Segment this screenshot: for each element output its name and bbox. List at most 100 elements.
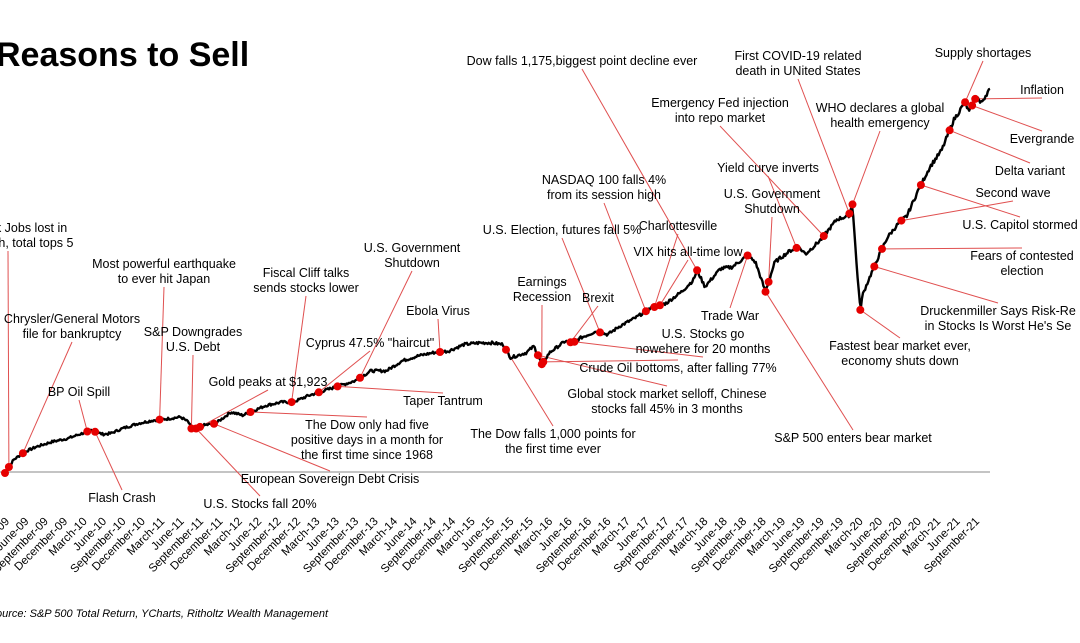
event-marker <box>91 427 100 436</box>
event-marker <box>961 98 970 107</box>
event-label: Global stock market selloff, Chinese stoc… <box>567 387 766 416</box>
event-marker <box>897 216 906 225</box>
leader-line <box>543 359 679 363</box>
event-label: BP Oil Spill <box>48 385 110 399</box>
event-marker <box>570 337 579 346</box>
leader-line <box>574 341 704 358</box>
event-label: S&P 500 enters bear market <box>774 431 932 445</box>
leader-line <box>765 291 854 431</box>
event-label: Most powerful earthquake to ever hit Japa… <box>92 257 236 286</box>
leader-line <box>291 295 307 403</box>
event-label: 3k Jobs lost inrch, total tops 5 <box>0 221 74 250</box>
event-label: Charlottesville <box>639 219 718 233</box>
leader-line <box>199 389 269 428</box>
event-marker <box>845 209 854 218</box>
event-marker <box>539 357 548 366</box>
event-marker <box>856 305 865 314</box>
leader-line <box>901 200 1014 222</box>
leader-line <box>318 350 371 393</box>
event-label: The Dow falls 1,000 points for the first … <box>470 427 635 456</box>
leader-line <box>653 233 679 308</box>
event-label: Second wave <box>975 186 1050 200</box>
leader-line <box>797 78 850 214</box>
leader-line <box>7 250 10 468</box>
event-marker <box>764 277 773 286</box>
leader-line <box>768 216 773 282</box>
event-label: Trade War <box>701 309 759 323</box>
leader-line <box>874 266 999 304</box>
leader-line <box>767 175 798 249</box>
event-marker <box>287 398 296 407</box>
leader-line <box>949 129 1031 164</box>
event-marker <box>436 348 444 356</box>
event-label: S&P Downgrades U.S. Debt <box>144 325 242 354</box>
event-label: U.S. Government Shutdown <box>724 187 821 216</box>
leader-line <box>250 411 368 418</box>
leader-line <box>537 354 668 387</box>
event-marker <box>4 463 13 471</box>
leader-line <box>22 341 73 454</box>
event-label: European Sovereign Debt Crisis <box>241 472 420 486</box>
event-label: Fiscal Cliff talks sends stocks lower <box>253 266 359 295</box>
leader-line <box>213 423 331 472</box>
event-label: Emergency Fed injection into repo market <box>651 96 789 125</box>
event-marker <box>1 469 9 477</box>
leader-line <box>971 105 1043 132</box>
event-marker <box>18 449 27 458</box>
x-axis-ticks: 09June-09September-09December-09March-10… <box>0 515 982 575</box>
event-label: NASDAQ 100 falls 4% from its session high <box>542 173 666 202</box>
event-marker <box>819 232 828 240</box>
event-labels: 3k Jobs lost inrch, total tops 5 Chrysler… <box>0 46 1078 511</box>
leader-line <box>359 270 413 379</box>
leader-line <box>920 184 1021 218</box>
leader-line <box>964 60 984 103</box>
leader-line <box>505 349 554 427</box>
event-marker <box>83 427 92 436</box>
leader-line <box>561 237 601 333</box>
leader-line <box>719 125 825 237</box>
event-marker <box>945 126 954 135</box>
event-label: Ebola Virus <box>406 304 470 318</box>
sp500-total-return-line <box>3 87 991 474</box>
event-marker <box>246 408 255 416</box>
leader-line <box>975 97 1043 100</box>
event-marker <box>641 307 650 316</box>
event-marker <box>971 94 980 103</box>
leader-lines <box>7 60 1043 497</box>
price-line-layer <box>3 87 991 474</box>
event-marker <box>848 200 857 209</box>
event-marker <box>792 243 801 252</box>
event-marker <box>356 373 364 382</box>
event-marker <box>155 415 164 424</box>
leader-line <box>860 309 901 339</box>
event-label: Brexit <box>582 291 614 305</box>
event-label: Evergrande <box>1010 132 1075 146</box>
event-label: Chrysler/General Motors file for bankrupt… <box>4 312 140 341</box>
leader-line <box>659 259 689 306</box>
chart-title: Reasons to Sell <box>0 36 249 74</box>
event-marker <box>655 301 664 310</box>
event-label: Delta variant <box>995 164 1066 178</box>
event-label: The Dow only had five positive days in a … <box>291 418 443 462</box>
event-marker <box>196 422 204 431</box>
event-marker <box>870 262 879 271</box>
event-label: Yield curve inverts <box>717 161 819 175</box>
event-label: Fastest bear market ever, economy shuts d… <box>829 339 971 368</box>
event-marker <box>878 244 886 253</box>
event-label: Taper Tantrum <box>403 394 483 408</box>
event-label: U.S. Election, futures fall 5% <box>483 223 641 237</box>
event-label: Cyprus 47.5% "haircut" <box>306 336 434 350</box>
leader-line <box>78 399 88 432</box>
event-label: Earnings Recession <box>513 275 571 304</box>
leader-line <box>190 354 194 429</box>
leader-line <box>852 130 881 205</box>
event-marker <box>743 251 752 260</box>
leader-line <box>729 255 749 309</box>
event-label: First COVID-19 related death in UNited St… <box>734 49 861 78</box>
source-note: ource: S&P 500 Total Return, YCharts, Ri… <box>0 608 329 620</box>
event-label: VIX hits all-time low <box>633 245 743 259</box>
event-markers <box>1 94 980 477</box>
event-marker <box>533 351 542 360</box>
event-marker <box>333 382 342 391</box>
